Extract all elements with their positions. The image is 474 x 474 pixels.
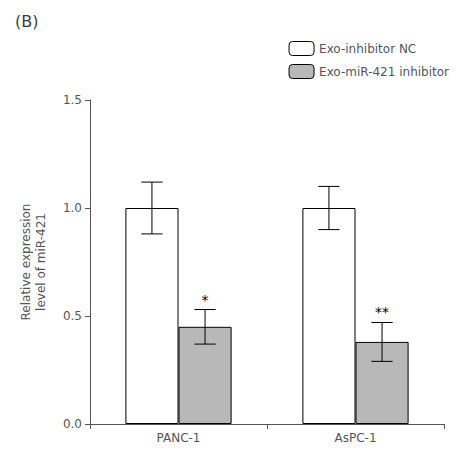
svg-text:1.5: 1.5 xyxy=(63,93,82,107)
svg-text:Relative expression: Relative expression xyxy=(19,204,33,321)
svg-text:1.0: 1.0 xyxy=(63,201,82,215)
svg-text:Exo-miR-421 inhibitor: Exo-miR-421 inhibitor xyxy=(319,65,449,79)
svg-text:level of miR-421: level of miR-421 xyxy=(34,213,48,311)
svg-text:**: ** xyxy=(375,304,389,320)
svg-text:0.5: 0.5 xyxy=(63,309,82,323)
svg-text:0.0: 0.0 xyxy=(63,417,82,431)
svg-text:PANC-1: PANC-1 xyxy=(157,431,201,445)
svg-text:AsPC-1: AsPC-1 xyxy=(334,431,376,445)
svg-text:*: * xyxy=(202,292,209,308)
svg-text:Exo-inhibitor NC: Exo-inhibitor NC xyxy=(319,42,416,56)
svg-text:(B): (B) xyxy=(15,12,38,31)
